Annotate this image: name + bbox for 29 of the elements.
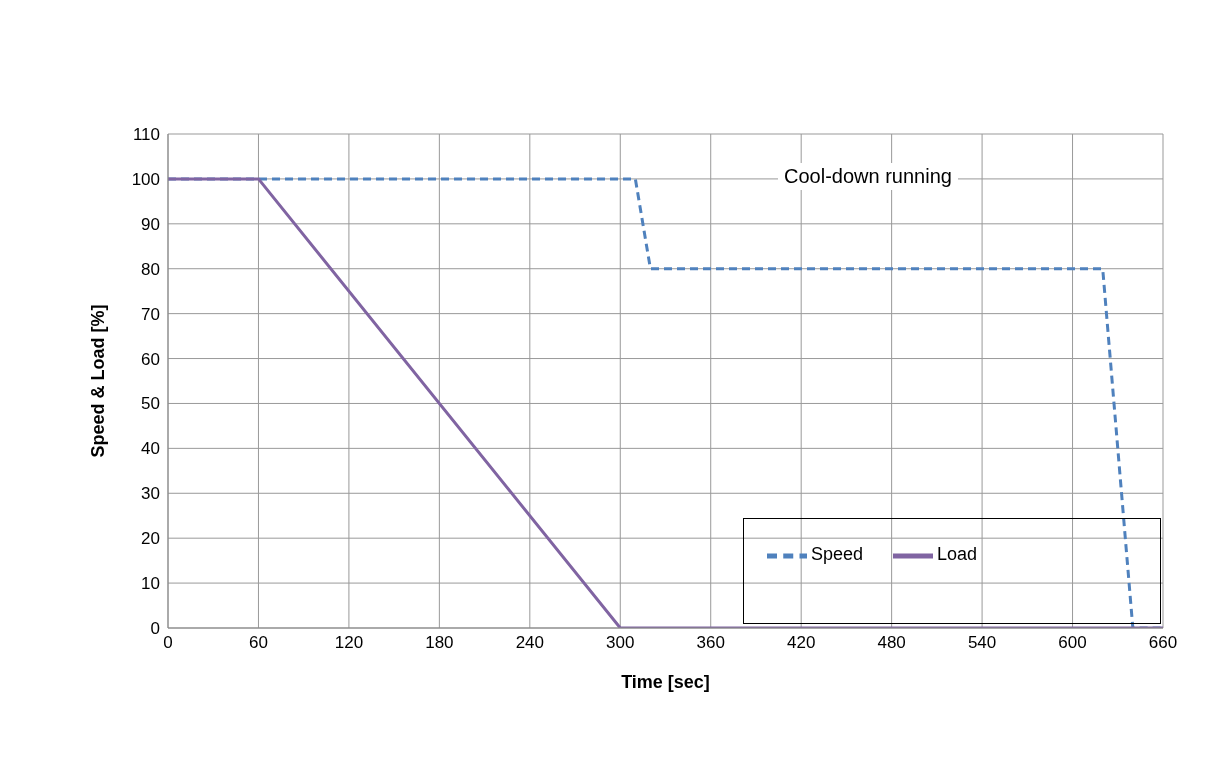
legend-label: Speed [811, 544, 864, 565]
x-tick-label: 360 [696, 633, 725, 653]
x-tick-label: 180 [425, 633, 454, 653]
y-tick-label: 40 [141, 439, 160, 459]
y-tick-label: 90 [141, 214, 160, 234]
x-tick-label: 660 [1148, 633, 1178, 653]
y-tick-label: 70 [141, 304, 160, 324]
x-axis-title: Time [sec] [621, 672, 710, 692]
y-axis-title: Speed & Load [%] [88, 304, 109, 458]
x-tick-label: 300 [606, 633, 635, 653]
x-tick-label: 60 [248, 633, 268, 653]
y-tick-label: 20 [141, 529, 160, 549]
x-tick-label: 0 [163, 633, 173, 653]
y-tick-label: 80 [141, 259, 160, 279]
x-tick-label: 420 [786, 633, 816, 653]
y-tick-label: 50 [141, 394, 160, 414]
y-tick-label: 0 [150, 619, 160, 639]
y-tick-label: 110 [132, 125, 160, 145]
x-tick-label: 240 [515, 633, 545, 653]
x-tick-label: 600 [1058, 633, 1087, 653]
y-tick-label: 10 [141, 574, 160, 594]
legend-label: Load [937, 544, 978, 565]
annotation: Cool-down running [778, 163, 958, 190]
x-tick-label: 540 [967, 633, 997, 653]
x-tick-label: 480 [877, 633, 906, 653]
y-tick-label: 60 [141, 349, 160, 369]
y-tick-label: 100 [131, 169, 160, 189]
x-tick-label: 120 [334, 633, 364, 653]
y-tick-label: 30 [141, 484, 160, 504]
